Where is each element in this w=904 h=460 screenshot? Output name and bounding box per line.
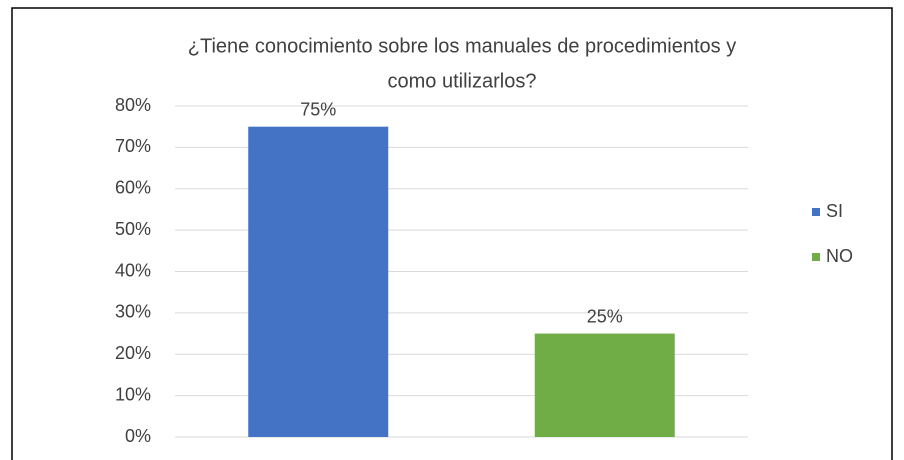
y-tick-label: 60% bbox=[115, 178, 151, 198]
y-tick-label: 50% bbox=[115, 219, 151, 239]
bar bbox=[534, 333, 675, 437]
data-label: 25% bbox=[587, 306, 623, 326]
chart-title: ¿Tiene conocimiento sobre los manuales d… bbox=[188, 35, 736, 57]
chart-title: como utilizarlos? bbox=[388, 70, 537, 92]
legend-label: NO bbox=[826, 246, 853, 266]
y-tick-label: 10% bbox=[115, 384, 151, 404]
chart-frame bbox=[11, 7, 893, 460]
y-tick-label: 30% bbox=[115, 302, 151, 322]
y-tick-label: 0% bbox=[125, 426, 151, 446]
legend-marker bbox=[812, 253, 820, 261]
legend-marker bbox=[812, 208, 820, 216]
legend-label: SI bbox=[826, 201, 843, 221]
y-tick-label: 20% bbox=[115, 343, 151, 363]
data-label: 75% bbox=[300, 99, 336, 119]
y-tick-label: 70% bbox=[115, 136, 151, 156]
bar bbox=[248, 126, 389, 437]
y-tick-label: 80% bbox=[115, 95, 151, 115]
y-tick-label: 40% bbox=[115, 260, 151, 280]
